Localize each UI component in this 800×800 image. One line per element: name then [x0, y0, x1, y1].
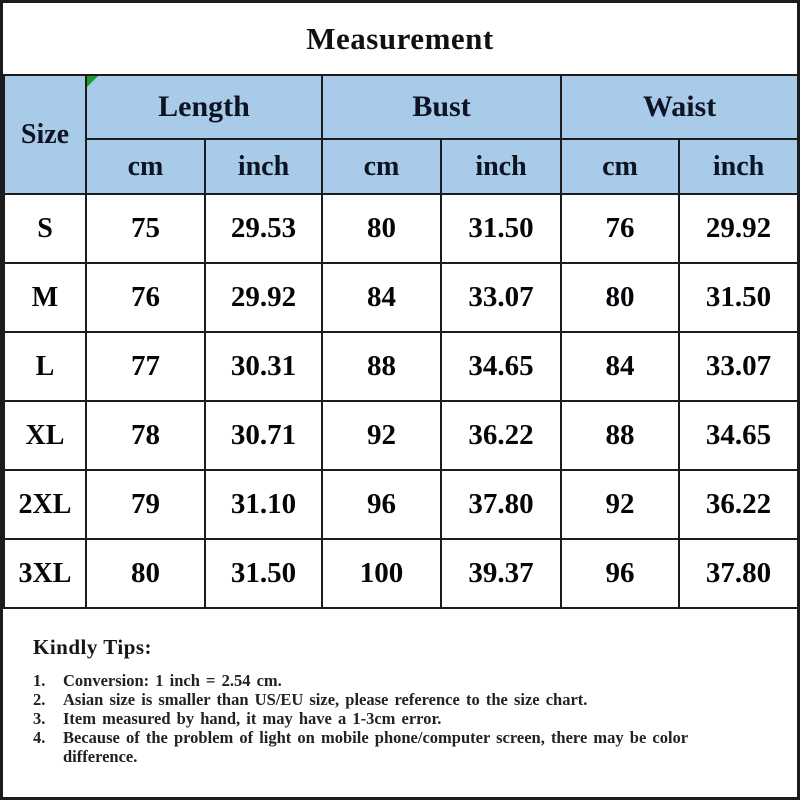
value-cell: 92 — [321, 400, 442, 471]
tip-item: 4. Because of the problem of light on mo… — [33, 728, 777, 766]
value-cell: 36.22 — [678, 469, 800, 540]
value-cell: 79 — [85, 469, 206, 540]
value-cell: 78 — [85, 400, 206, 471]
measurement-table: Size Length Bust Waist cm inch cm inch c… — [3, 74, 800, 609]
value-cell: 39.37 — [439, 538, 563, 609]
value-cell: 31.10 — [204, 469, 323, 540]
unit-header-bust-cm: cm — [321, 138, 442, 195]
unit-header-length-cm: cm — [85, 138, 206, 195]
tip-number: 2. — [33, 690, 46, 709]
value-cell: 77 — [85, 331, 206, 402]
table-row: S 75 29.53 80 31.50 76 29.92 — [3, 193, 800, 264]
table-row: L 77 30.31 88 34.65 84 33.07 — [3, 331, 800, 402]
size-cell: S — [3, 193, 87, 264]
value-cell: 36.22 — [439, 400, 563, 471]
tip-text: Item measured by hand, it may have a 1-3… — [63, 709, 442, 728]
size-cell: L — [3, 331, 87, 402]
table-row: 2XL 79 31.10 96 37.80 92 36.22 — [3, 469, 800, 540]
value-cell: 30.31 — [204, 331, 323, 402]
tips-heading: Kindly Tips: — [33, 635, 153, 659]
green-corner-marker-icon — [87, 76, 98, 87]
size-cell: XL — [3, 400, 87, 471]
size-cell: 2XL — [3, 469, 87, 540]
unit-header-length-inch: inch — [204, 138, 323, 195]
value-cell: 29.53 — [204, 193, 323, 264]
tip-item: 1. Conversion: 1 inch = 2.54 cm. — [33, 671, 777, 690]
value-cell: 84 — [321, 262, 442, 333]
tips-section: Kindly Tips: 1. Conversion: 1 inch = 2.5… — [3, 609, 797, 797]
table-row: XL 78 30.71 92 36.22 88 34.65 — [3, 400, 800, 471]
unit-header-waist-inch: inch — [678, 138, 800, 195]
value-cell: 75 — [85, 193, 206, 264]
value-cell: 33.07 — [439, 262, 563, 333]
value-cell: 92 — [560, 469, 681, 540]
size-column-header: Size — [3, 74, 87, 195]
value-cell: 34.65 — [678, 400, 800, 471]
value-cell: 31.50 — [439, 193, 563, 264]
page-title: Measurement — [306, 20, 494, 56]
value-cell: 76 — [560, 193, 681, 264]
tip-number: 3. — [33, 709, 46, 728]
unit-header-row: cm inch cm inch cm inch — [4, 138, 800, 195]
value-cell: 88 — [560, 400, 681, 471]
tip-text: Conversion: 1 inch = 2.54 cm. — [63, 671, 282, 690]
value-cell: 31.50 — [204, 538, 323, 609]
tip-item: 2. Asian size is smaller than US/EU size… — [33, 690, 777, 709]
value-cell: 34.65 — [439, 331, 563, 402]
value-cell: 76 — [85, 262, 206, 333]
value-cell: 88 — [321, 331, 442, 402]
value-cell: 80 — [560, 262, 681, 333]
value-cell: 96 — [321, 469, 442, 540]
value-cell: 100 — [321, 538, 442, 609]
table-row: 3XL 80 31.50 100 39.37 96 37.80 — [3, 538, 800, 609]
table-row: M 76 29.92 84 33.07 80 31.50 — [3, 262, 800, 333]
group-header-row: Size Length Bust Waist — [3, 74, 800, 195]
value-cell: 84 — [560, 331, 681, 402]
tip-text: Because of the problem of light on mobil… — [63, 728, 688, 766]
group-header-length: Length — [85, 74, 323, 140]
unit-header-waist-cm: cm — [560, 138, 681, 195]
group-header-bust: Bust — [320, 74, 563, 140]
unit-header-bust-inch: inch — [439, 138, 563, 195]
size-cell: 3XL — [3, 538, 87, 609]
value-cell: 80 — [85, 538, 206, 609]
value-cell: 37.80 — [678, 538, 800, 609]
value-cell: 96 — [560, 538, 681, 609]
value-cell: 30.71 — [204, 400, 323, 471]
group-header-waist: Waist — [560, 74, 800, 140]
tip-text: Asian size is smaller than US/EU size, p… — [63, 690, 588, 709]
group-header-length-label: Length — [158, 90, 250, 123]
title-bar: Measurement — [3, 3, 797, 74]
tip-item: 3. Item measured by hand, it may have a … — [33, 709, 777, 728]
tip-number: 4. — [33, 728, 46, 747]
value-cell: 80 — [321, 193, 442, 264]
value-cell: 29.92 — [678, 193, 800, 264]
value-cell: 37.80 — [439, 469, 563, 540]
tip-number: 1. — [33, 671, 46, 690]
size-cell: M — [3, 262, 87, 333]
value-cell: 29.92 — [204, 262, 323, 333]
value-cell: 31.50 — [678, 262, 800, 333]
value-cell: 33.07 — [678, 331, 800, 402]
